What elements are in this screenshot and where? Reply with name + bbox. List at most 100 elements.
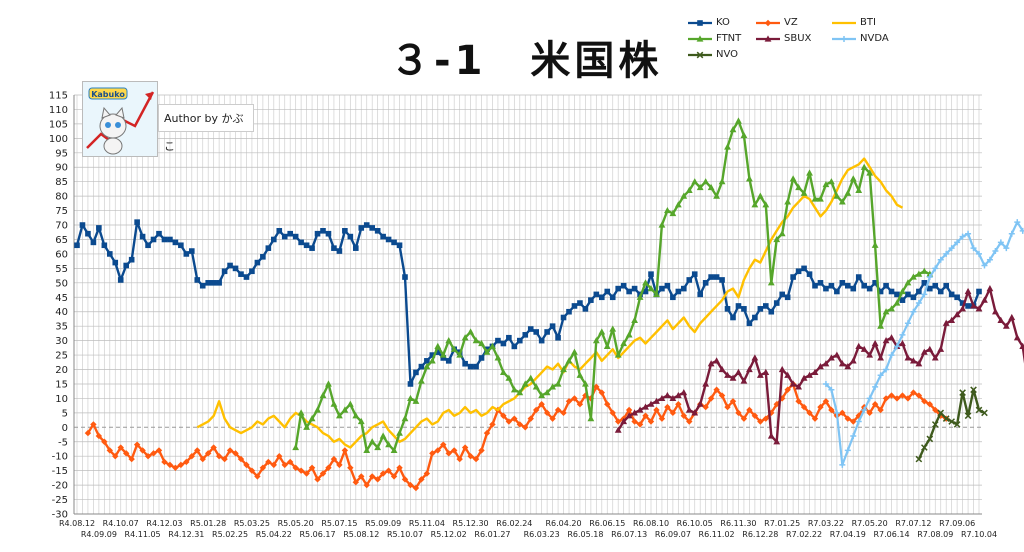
data-point [800, 374, 808, 381]
data-point [664, 403, 671, 411]
data-point [379, 432, 387, 439]
data-point [965, 230, 972, 237]
data-point [576, 371, 584, 378]
data-point [811, 368, 819, 376]
data-point [298, 239, 304, 246]
data-point [894, 343, 900, 350]
data-point [670, 294, 676, 301]
data-point [1013, 334, 1021, 341]
data-point [724, 143, 731, 150]
data-point [221, 455, 228, 463]
data-point [85, 230, 91, 237]
y-tick-label: 100 [49, 134, 68, 145]
data-point [921, 280, 928, 286]
data-point [964, 412, 972, 420]
data-point [822, 180, 830, 188]
data-point [756, 371, 764, 378]
data-point [707, 395, 715, 402]
data-point [795, 183, 802, 191]
data-point [948, 418, 955, 425]
data-point [932, 406, 939, 414]
data-point [861, 406, 868, 413]
data-point [920, 267, 928, 274]
data-point [741, 306, 747, 312]
series-sbux [614, 285, 1024, 445]
data-point [560, 314, 567, 321]
data-point [942, 415, 950, 422]
data-point [932, 282, 939, 289]
data-point [287, 458, 294, 466]
data-point [565, 357, 573, 364]
data-point [718, 392, 726, 399]
series-nvda [822, 219, 1024, 468]
data-point [527, 326, 534, 332]
data-point [871, 339, 879, 347]
data-point [817, 363, 824, 370]
data-point [866, 169, 874, 176]
data-point [582, 306, 589, 312]
y-tick-label: -15 [52, 466, 68, 477]
legend-marker [696, 35, 704, 42]
data-point [822, 380, 829, 387]
x-tick-label: R4.08.12 [59, 519, 95, 528]
data-point [243, 274, 250, 280]
legend-marker [841, 36, 847, 42]
data-point [877, 322, 884, 329]
data-point [702, 380, 710, 387]
data-point [746, 365, 753, 373]
data-point [549, 415, 556, 422]
data-point [685, 406, 693, 413]
data-point [674, 391, 682, 399]
data-point [871, 241, 879, 248]
data-point [631, 316, 638, 323]
data-point [566, 308, 572, 315]
data-point [735, 368, 742, 376]
series-ftnt [292, 117, 934, 454]
legend: KO VZ BTI FTNT SBUX NVDA NVO [686, 16, 926, 68]
data-point [615, 285, 621, 292]
data-point [817, 280, 824, 286]
data-point [369, 225, 375, 231]
data-point [932, 265, 939, 272]
y-tick-label: 50 [55, 278, 68, 289]
data-point [292, 233, 299, 240]
data-point [117, 277, 124, 283]
data-point [937, 345, 945, 352]
data-point [604, 288, 611, 295]
data-point [888, 392, 895, 399]
data-point [839, 280, 846, 286]
data-point [205, 280, 211, 286]
data-point [560, 409, 567, 417]
data-point [303, 470, 310, 477]
data-point [647, 400, 655, 407]
legend-label: FTNT [716, 33, 742, 44]
data-point [412, 397, 420, 404]
x-tick-label: R4.10.07 [103, 519, 139, 528]
y-tick-labels: -30 -25 -20 -15 -10 -5 0 5 10 15 20 25 30 35 40 45 50 55 6… [49, 91, 68, 521]
data-point [855, 412, 862, 419]
data-point [675, 288, 682, 295]
data-point [238, 271, 244, 277]
data-point [959, 389, 966, 396]
data-point [101, 242, 108, 249]
data-point [489, 421, 496, 428]
data-point [166, 461, 174, 469]
x-tick-label: R4.12.31 [168, 530, 204, 539]
data-point [1002, 322, 1010, 329]
data-point [260, 254, 266, 260]
data-point [500, 368, 507, 376]
data-point [483, 429, 491, 437]
data-point [948, 316, 956, 323]
data-point [653, 406, 660, 414]
data-point [789, 380, 797, 387]
data-point [90, 239, 97, 246]
data-point [866, 285, 873, 292]
data-point [883, 282, 889, 289]
data-point [505, 418, 513, 425]
data-point [527, 374, 535, 381]
data-point [189, 248, 195, 254]
y-tick-label: 105 [49, 119, 68, 130]
legend-marker [697, 20, 703, 26]
data-point [823, 285, 829, 292]
data-point [571, 348, 578, 355]
